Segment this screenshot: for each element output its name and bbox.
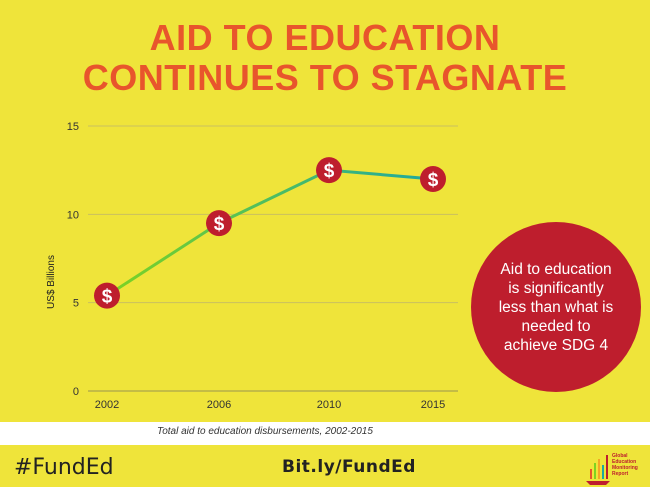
- callout-text: Aid to education is significantly less t…: [498, 260, 614, 354]
- y-tick-label: 10: [67, 209, 79, 221]
- data-point: [94, 282, 120, 309]
- y-tick-label: 5: [73, 298, 79, 310]
- data-point-marker: $: [206, 210, 232, 237]
- x-tick-label: 2015: [421, 399, 445, 411]
- x-tick-label: 2006: [207, 399, 231, 411]
- y-tick-label: 15: [67, 121, 79, 133]
- chart-caption: Total aid to education disbursements, 20…: [157, 426, 373, 437]
- dollar-icon: $: [214, 214, 225, 235]
- data-point-marker: $: [94, 282, 120, 309]
- caption-band: [0, 422, 650, 445]
- y-axis-label: US$ Billions: [46, 255, 57, 309]
- data-point-marker: $: [316, 157, 342, 184]
- dollar-icon: $: [428, 170, 439, 191]
- x-tick-label: 2010: [317, 399, 341, 411]
- link-text[interactable]: Bit.ly/FundEd: [282, 457, 416, 477]
- dollar-icon: $: [102, 287, 113, 308]
- title-line-2: CONTINUES TO STAGNATE: [82, 57, 568, 98]
- y-tick-label: 0: [73, 386, 79, 398]
- logo-text: Global Education Monitoring Report: [612, 453, 638, 477]
- x-tick-label: 2002: [95, 399, 119, 411]
- data-point-marker: $: [420, 166, 446, 192]
- data-point: [420, 166, 446, 192]
- gem-report-logo-icon: [586, 455, 610, 485]
- data-point: [316, 157, 342, 184]
- data-point: [206, 210, 232, 237]
- callout-circle: Aid to education is significantly less t…: [471, 222, 641, 392]
- dollar-icon: $: [324, 161, 335, 182]
- hashtag: #FundEd: [14, 455, 114, 480]
- series-line: [106, 168, 434, 297]
- title-line-1: AID TO EDUCATION: [149, 17, 501, 58]
